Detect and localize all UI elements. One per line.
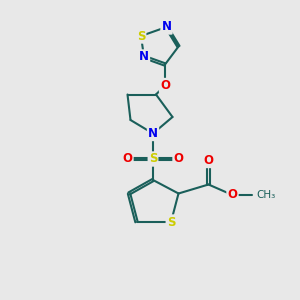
Text: S: S [167,215,175,229]
Text: N: N [139,50,149,64]
Text: O: O [160,79,170,92]
Text: S: S [149,152,157,166]
Text: O: O [122,152,133,166]
Text: O: O [203,154,214,167]
Text: N: N [161,20,172,34]
Text: N: N [148,127,158,140]
Text: CH₃: CH₃ [256,190,276,200]
Text: S: S [137,29,145,43]
Text: O: O [173,152,184,166]
Text: O: O [227,188,238,202]
